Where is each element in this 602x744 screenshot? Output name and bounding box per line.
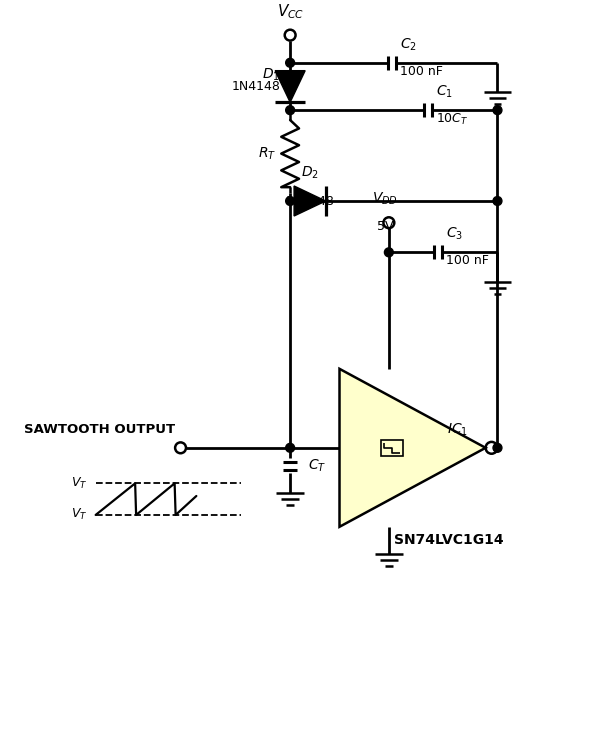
- Text: 5V: 5V: [377, 219, 393, 233]
- Text: $D_1$: $D_1$: [262, 67, 281, 83]
- Text: $V_T$: $V_T$: [71, 507, 88, 522]
- Text: SN74LVC1G14: SN74LVC1G14: [394, 533, 503, 547]
- Text: $C_2$: $C_2$: [400, 36, 417, 53]
- Text: 100 nF: 100 nF: [400, 65, 442, 77]
- Text: $R_T$: $R_T$: [258, 145, 276, 161]
- Text: $C_T$: $C_T$: [308, 458, 326, 474]
- Text: $C_3$: $C_3$: [446, 226, 463, 243]
- Polygon shape: [340, 369, 486, 527]
- Polygon shape: [275, 71, 305, 102]
- Text: $V_{CC}$: $V_{CC}$: [276, 3, 304, 22]
- Text: $V_T$: $V_T$: [71, 476, 88, 491]
- Text: $V_{DD}$: $V_{DD}$: [372, 190, 398, 207]
- Text: 100 nF: 100 nF: [446, 254, 489, 267]
- Polygon shape: [294, 186, 326, 216]
- Circle shape: [286, 58, 294, 67]
- Circle shape: [493, 106, 502, 115]
- Text: 1N4148: 1N4148: [285, 195, 334, 208]
- Text: $10C_T$: $10C_T$: [436, 112, 469, 127]
- Circle shape: [385, 248, 393, 257]
- Text: $C_1$: $C_1$: [436, 84, 453, 100]
- Text: $D_2$: $D_2$: [301, 165, 319, 182]
- Text: $IC_1$: $IC_1$: [447, 422, 468, 438]
- Bar: [381, 440, 403, 456]
- Text: SAWTOOTH OUTPUT: SAWTOOTH OUTPUT: [23, 423, 175, 436]
- Circle shape: [286, 443, 294, 452]
- Circle shape: [493, 443, 502, 452]
- Circle shape: [286, 106, 294, 115]
- Circle shape: [493, 196, 502, 205]
- Circle shape: [286, 196, 294, 205]
- Text: 1N4148: 1N4148: [231, 80, 281, 92]
